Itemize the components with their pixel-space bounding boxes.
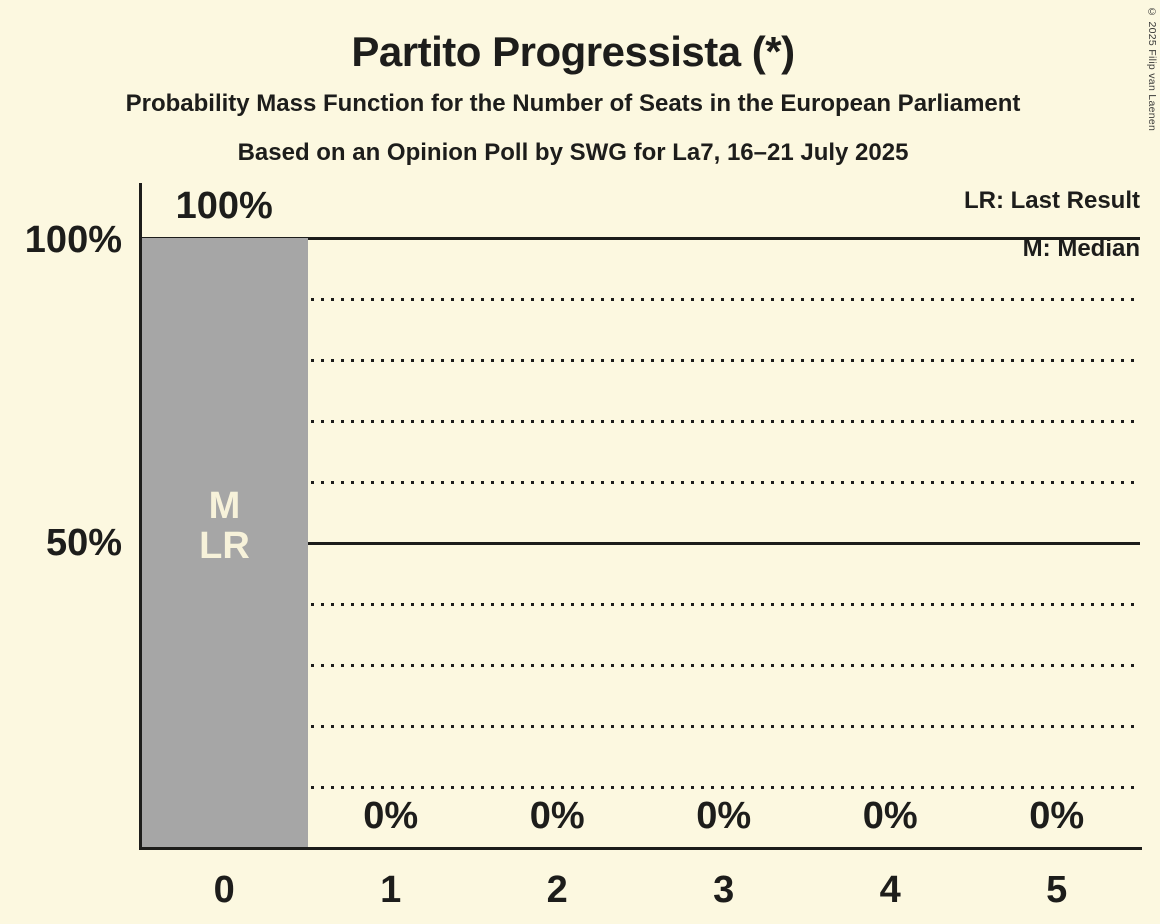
gridline-solid-100 [141, 236, 1140, 240]
gridline-dotted-40 [141, 602, 1140, 606]
x-axis-line [139, 847, 1142, 850]
legend-median: M: Median [1022, 235, 1140, 262]
bar-value-label-2: 0% [529, 795, 585, 837]
gridline-solid-50 [141, 541, 1140, 545]
x-tick-label-4: 4 [879, 869, 901, 911]
gridline-dotted-90 [141, 297, 1140, 301]
bar-value-label-0: 100% [175, 185, 273, 227]
y-axis-label-50: 50% [45, 522, 122, 564]
bar-value-label-1: 0% [363, 795, 419, 837]
x-tick-label-2: 2 [546, 869, 568, 911]
gridline-dotted-30 [141, 663, 1140, 667]
bar-value-label-4: 0% [862, 795, 918, 837]
bar-seats-0 [141, 238, 308, 847]
gridline-dotted-60 [141, 480, 1140, 484]
chart-title: Partito Progressista (*) [351, 28, 795, 75]
median-marker: M [208, 485, 241, 527]
x-tick-label-3: 3 [713, 869, 735, 911]
bar-annotation-median-lastresult: M LR [141, 486, 308, 566]
x-tick-label-0: 0 [213, 869, 235, 911]
legend-last-result: LR: Last Result [963, 187, 1140, 214]
gridline-dotted-80 [141, 358, 1140, 362]
gridline-dotted-70 [141, 419, 1140, 423]
last-result-marker: LR [199, 525, 250, 567]
gridline-dotted-20 [141, 724, 1140, 728]
chart-subtitle: Probability Mass Function for the Number… [125, 90, 1021, 117]
gridline-dotted-10 [141, 785, 1140, 789]
y-axis-label-100: 100% [24, 219, 122, 261]
copyright-text: © 2025 Filip van Laenen [1146, 6, 1158, 132]
x-tick-label-1: 1 [380, 869, 402, 911]
chart-source-line: Based on an Opinion Poll by SWG for La7,… [237, 139, 909, 166]
x-tick-label-5: 5 [1046, 869, 1068, 911]
y-axis-line [139, 183, 142, 850]
bar-value-label-5: 0% [1029, 795, 1085, 837]
bar-value-label-3: 0% [696, 795, 752, 837]
